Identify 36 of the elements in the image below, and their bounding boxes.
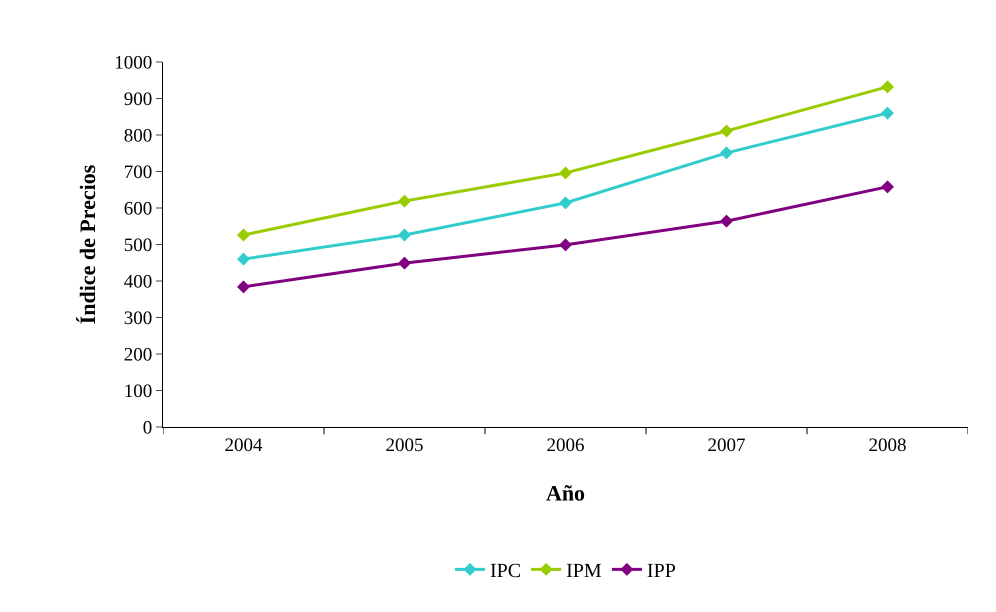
y-tick-label: 800 <box>124 126 152 147</box>
x-tick-label: 2005 <box>386 434 424 456</box>
y-tick-label: 0 <box>142 418 152 439</box>
y-axis-title: Índice de Precios <box>75 164 100 324</box>
y-tick-label: 700 <box>124 162 152 184</box>
legend-label: IPP <box>646 560 676 582</box>
point <box>881 80 894 94</box>
point <box>398 194 411 208</box>
point <box>559 196 572 210</box>
y-tick-label: 500 <box>124 235 152 256</box>
legend-label: IPC <box>490 560 522 582</box>
y-tick-label: 400 <box>124 272 152 293</box>
x-tick-label: 2008 <box>868 434 906 456</box>
point <box>720 214 733 228</box>
y-tick-label: 1000 <box>114 52 152 74</box>
x-tick-label: 2004 <box>224 434 263 456</box>
point <box>881 106 894 120</box>
y-tick-label: 900 <box>124 89 152 110</box>
point <box>559 166 572 180</box>
legend-label: IPM <box>566 560 602 582</box>
x-tick-label: 2007 <box>708 434 746 456</box>
point <box>559 238 572 252</box>
point <box>237 228 250 242</box>
point <box>720 146 733 160</box>
point <box>398 228 411 242</box>
y-tick-label: 100 <box>124 381 152 402</box>
point <box>398 256 411 270</box>
point <box>237 280 250 294</box>
point <box>881 180 894 194</box>
y-tick-label: 200 <box>124 344 152 366</box>
point <box>720 124 733 138</box>
y-tick-label: 600 <box>124 198 152 220</box>
x-axis-title: Año <box>546 480 586 506</box>
y-tick-label: 300 <box>124 308 152 330</box>
point <box>237 252 250 266</box>
x-tick-label: 2006 <box>546 434 584 456</box>
